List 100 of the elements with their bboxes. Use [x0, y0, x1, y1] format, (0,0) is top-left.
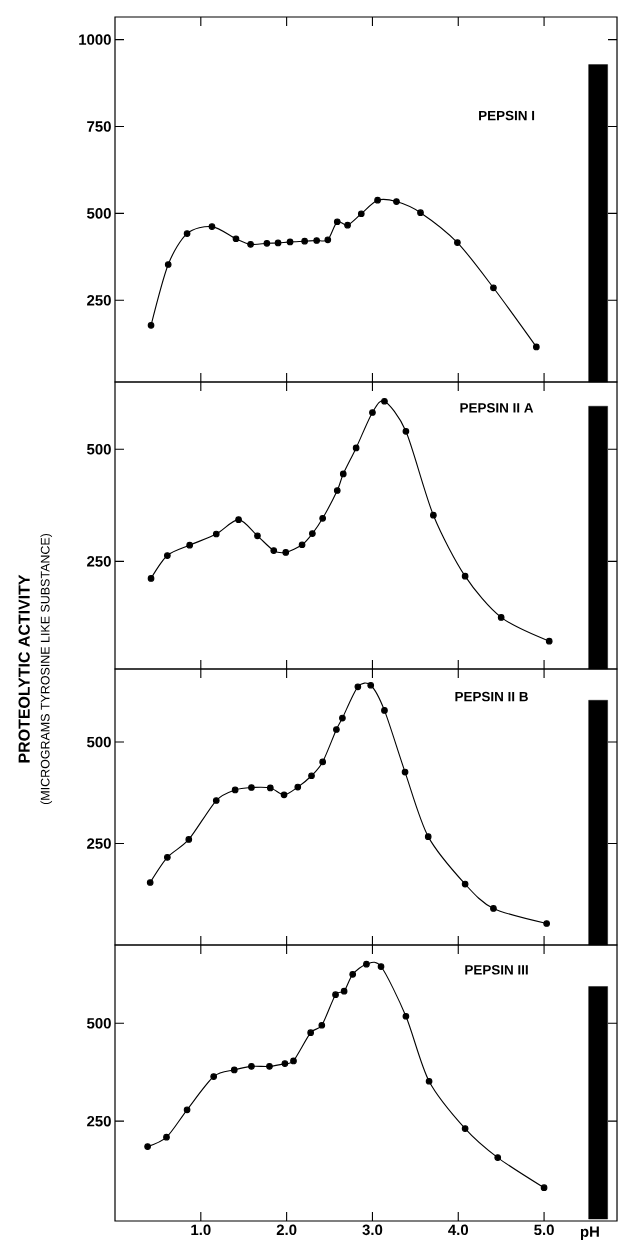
point [381, 397, 388, 405]
text: PEPSIN II B [455, 691, 528, 702]
point [147, 575, 155, 582]
point [266, 784, 274, 792]
point [248, 1063, 255, 1070]
y-tick-label: 500 [87, 1018, 111, 1029]
point [186, 541, 194, 549]
y-tick-label: 750 [87, 121, 111, 132]
y-tick-label: 250 [87, 295, 111, 306]
point [319, 514, 327, 522]
point [266, 1063, 273, 1070]
point [545, 637, 553, 645]
text: PEPSIN I [479, 110, 535, 121]
point [339, 714, 346, 722]
point [454, 239, 461, 246]
point [430, 511, 437, 519]
point [307, 1029, 315, 1037]
point [401, 768, 409, 776]
point [248, 784, 255, 791]
x-axis-title: pH [580, 1226, 599, 1240]
point [497, 614, 505, 621]
y-tick-label: 500 [87, 208, 111, 219]
point [308, 772, 315, 780]
y-tick-label: 1000 [79, 34, 111, 45]
x-tick-label: 2.0 [276, 1224, 297, 1236]
point [340, 987, 348, 995]
point [212, 797, 220, 804]
point [286, 238, 294, 246]
point [163, 1133, 170, 1141]
point [183, 230, 191, 237]
point [344, 221, 351, 229]
point [417, 209, 424, 217]
point [290, 1057, 297, 1065]
point [363, 960, 370, 968]
point [354, 683, 362, 691]
point [144, 1143, 151, 1150]
y-tick-label: 250 [87, 1115, 111, 1127]
point [208, 223, 216, 230]
point [333, 218, 341, 226]
point [164, 552, 171, 559]
point [490, 905, 497, 912]
point [357, 210, 365, 218]
point [164, 853, 171, 861]
point [374, 196, 381, 204]
point [369, 409, 376, 416]
point [281, 1060, 289, 1067]
text: PEPSIN III [465, 965, 528, 975]
point [313, 237, 321, 244]
point [461, 880, 469, 888]
point [494, 1154, 502, 1161]
point [402, 427, 410, 435]
point [424, 833, 432, 840]
point [333, 726, 340, 733]
y-axis-title: (MICROGRAMS TYROSINE LIKE SUBSTANCE) [40, 533, 53, 805]
point [393, 198, 400, 205]
point [146, 879, 154, 886]
point [381, 707, 388, 714]
text: PEPSIN II A [460, 403, 534, 413]
point [212, 530, 220, 538]
point [540, 1184, 548, 1192]
point [235, 516, 242, 524]
point [333, 487, 341, 494]
point [147, 321, 155, 329]
y-tick-label: 500 [87, 736, 111, 748]
point [352, 444, 360, 452]
point [367, 681, 375, 689]
point [185, 836, 193, 843]
point [309, 530, 316, 537]
y-tick-label: 500 [87, 443, 111, 455]
point [280, 791, 288, 799]
point [230, 1066, 238, 1074]
point [461, 572, 469, 580]
point [533, 343, 540, 351]
x-tick-label: 5.0 [534, 1224, 554, 1236]
point [324, 236, 332, 244]
point [183, 1106, 191, 1114]
point [247, 240, 254, 248]
point [298, 541, 306, 549]
point [461, 1125, 469, 1132]
point [232, 235, 240, 243]
point [402, 1012, 410, 1020]
point [349, 971, 357, 978]
point [301, 237, 308, 245]
point [543, 920, 550, 927]
point [332, 991, 339, 999]
x-tick-label: 3.0 [362, 1224, 383, 1236]
point [210, 1073, 218, 1080]
point [319, 758, 327, 766]
x-tick-label: 4.0 [448, 1224, 469, 1236]
y-axis-title: PROTEOLYTIC ACTIVITY [18, 574, 30, 763]
point [318, 1021, 326, 1029]
point [274, 239, 282, 247]
y-tick-label: 250 [87, 838, 111, 849]
point [270, 547, 278, 554]
point [377, 963, 385, 970]
point [164, 261, 172, 268]
point [254, 532, 261, 540]
point [231, 786, 239, 794]
point [339, 470, 347, 478]
point [294, 783, 302, 791]
